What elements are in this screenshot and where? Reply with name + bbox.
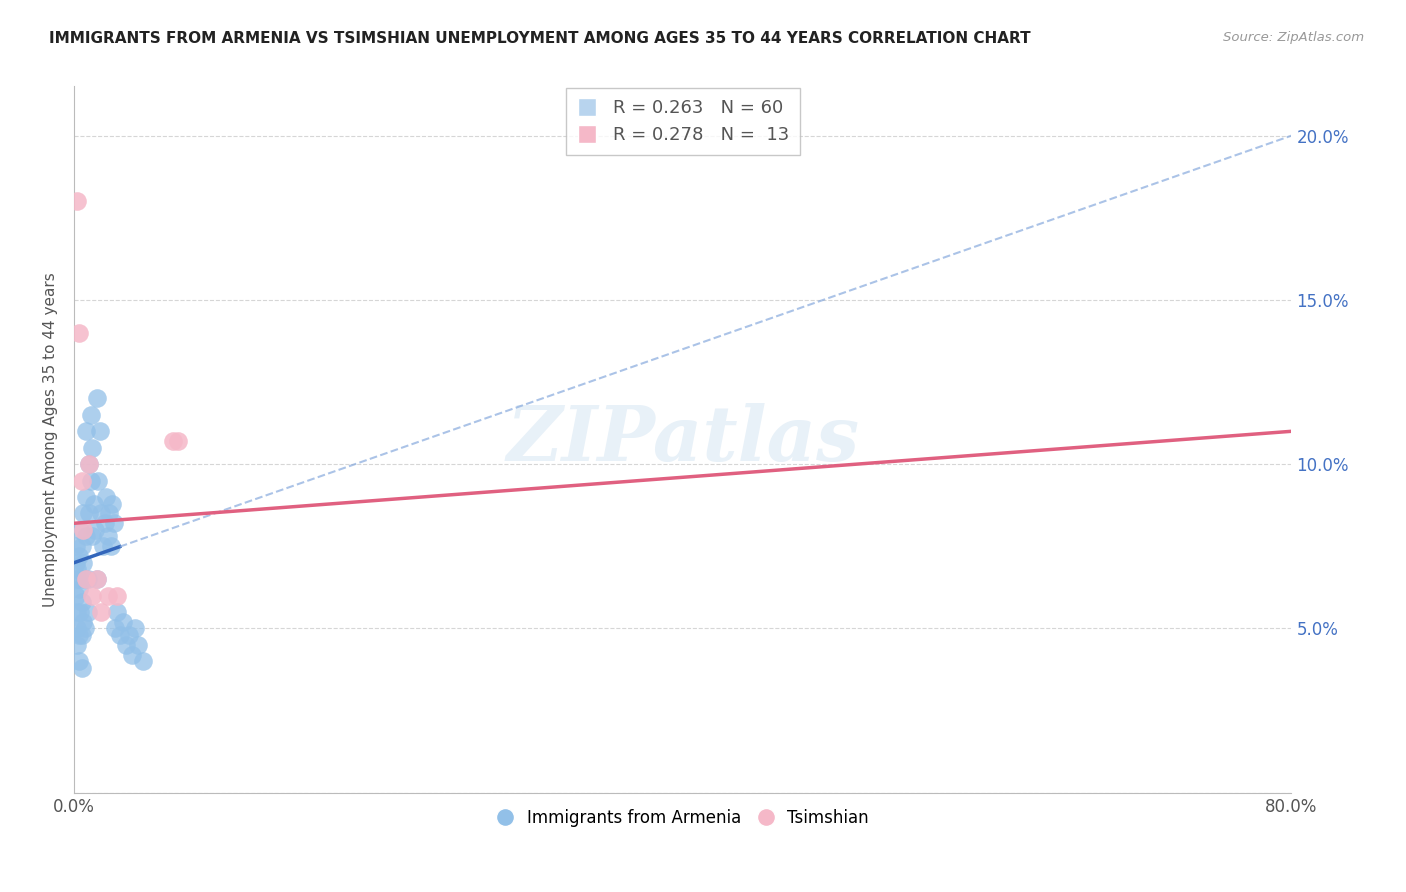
Point (72, 507, 94, 521)
Point (70, 474, 93, 488)
Point (75, 529, 97, 543)
Point (105, 605, 128, 619)
Point (97, 529, 120, 543)
Point (118, 628, 141, 642)
Point (82, 589, 104, 603)
Point (75, 572, 97, 586)
Point (80, 474, 103, 488)
Point (75, 425, 97, 439)
Point (108, 628, 131, 642)
Point (90, 605, 112, 619)
Text: ZIPatlas: ZIPatlas (506, 402, 859, 476)
Point (82, 441, 104, 455)
Point (82, 529, 104, 543)
Point (69, 572, 91, 586)
Point (101, 497, 124, 511)
Point (97, 589, 120, 603)
Point (66, 572, 89, 586)
Point (66, 194, 89, 209)
Point (69, 605, 91, 619)
Point (90, 507, 112, 521)
Point (111, 615, 134, 629)
Point (103, 516, 125, 531)
Point (124, 621, 146, 635)
Point (66, 562, 89, 576)
Point (67, 549, 90, 563)
Point (86, 572, 108, 586)
Point (67, 628, 90, 642)
Legend: Immigrants from Armenia, Tsimshian: Immigrants from Armenia, Tsimshian (489, 803, 876, 834)
Point (86, 392, 108, 406)
Point (66, 605, 89, 619)
Point (65, 589, 87, 603)
Point (67, 654, 90, 668)
Y-axis label: Unemployment Among Ages 35 to 44 years: Unemployment Among Ages 35 to 44 years (44, 272, 58, 607)
Point (105, 589, 128, 603)
Point (84, 523, 107, 537)
Point (73, 572, 96, 586)
Point (70, 628, 93, 642)
Point (66, 638, 89, 652)
Point (100, 539, 122, 553)
Point (73, 621, 96, 635)
Point (91, 539, 114, 553)
Point (70, 661, 93, 675)
Point (114, 638, 136, 652)
Point (67, 582, 90, 596)
Point (89, 425, 111, 439)
Point (67, 326, 90, 340)
Point (72, 523, 94, 537)
Point (66, 621, 89, 635)
Point (83, 497, 105, 511)
Point (70, 595, 93, 609)
Point (72, 615, 94, 629)
Point (94, 490, 117, 504)
Point (79, 507, 101, 521)
Point (86, 572, 108, 586)
Point (127, 638, 149, 652)
Point (76, 605, 98, 619)
Point (75, 490, 97, 504)
Point (93, 516, 115, 531)
Point (79, 457, 101, 471)
Text: Source: ZipAtlas.com: Source: ZipAtlas.com (1223, 31, 1364, 45)
Point (162, 434, 184, 449)
Point (69, 523, 91, 537)
Point (72, 556, 94, 570)
Point (104, 621, 127, 635)
Point (121, 648, 143, 662)
Point (87, 474, 110, 488)
Point (76, 572, 98, 586)
Point (166, 434, 188, 449)
Point (65, 539, 87, 553)
Point (80, 408, 103, 422)
Point (98, 507, 121, 521)
Point (70, 539, 93, 553)
Point (65, 556, 87, 570)
Point (79, 457, 101, 471)
Text: IMMIGRANTS FROM ARMENIA VS TSIMSHIAN UNEMPLOYMENT AMONG AGES 35 TO 44 YEARS CORR: IMMIGRANTS FROM ARMENIA VS TSIMSHIAN UNE… (49, 31, 1031, 46)
Point (131, 654, 153, 668)
